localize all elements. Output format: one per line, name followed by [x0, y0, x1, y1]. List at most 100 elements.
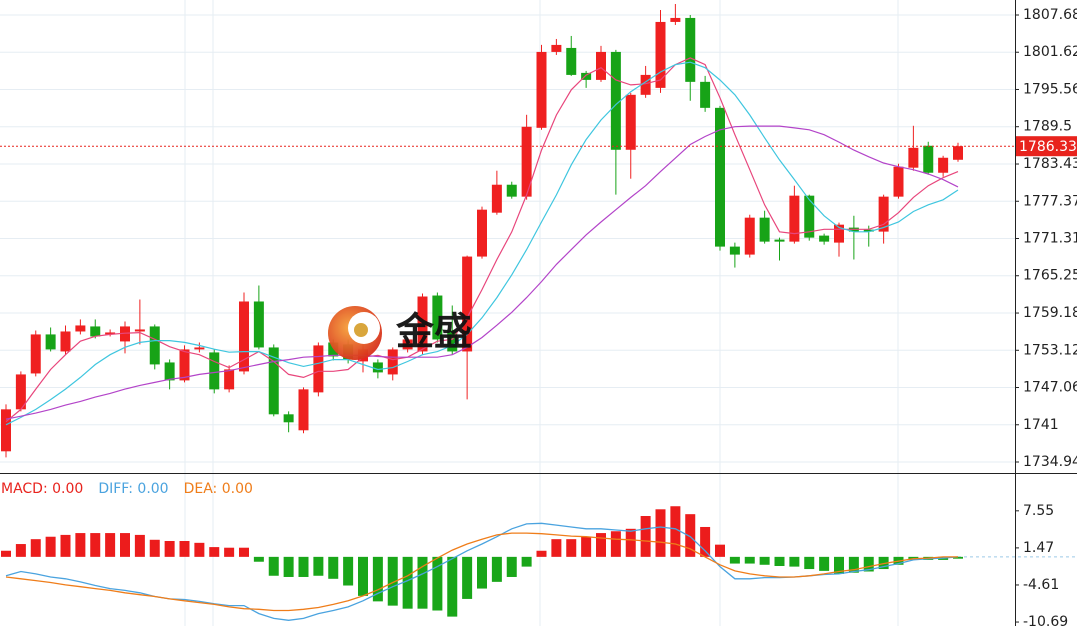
candle-body — [923, 145, 934, 173]
macd-bar — [358, 556, 368, 596]
macd-bar — [239, 547, 249, 557]
y-tick-label: 1777.37 — [1023, 193, 1077, 209]
candle-body — [432, 295, 443, 340]
macd-bar — [149, 539, 160, 557]
candle-body — [15, 374, 26, 410]
macd-bar — [15, 544, 26, 557]
macd-bar — [625, 528, 636, 557]
candle-body — [863, 229, 874, 232]
macd-bar — [417, 556, 428, 609]
candle-body — [670, 17, 681, 22]
macd-bar — [729, 556, 740, 564]
macd-bar — [759, 556, 770, 565]
candle-body — [551, 44, 562, 52]
macd-bar — [744, 556, 755, 564]
y-tick-label: 1741 — [1023, 417, 1059, 433]
legend-entry: DIFF: 0.00 — [98, 481, 168, 497]
candle-body — [120, 326, 130, 342]
y-tick-label: -10.69 — [1023, 614, 1068, 626]
macd-bar — [164, 541, 175, 557]
candle-body — [834, 224, 844, 243]
candle-body — [105, 332, 116, 335]
macd-bar — [819, 556, 830, 571]
candle-body — [566, 47, 577, 75]
candle-body — [164, 362, 175, 381]
y-tick-label: 1765.25 — [1023, 268, 1077, 284]
moving-average-line — [5, 61, 959, 426]
candle-body — [477, 209, 487, 257]
candle-body — [30, 334, 41, 374]
macd-line — [5, 532, 958, 612]
candle-body — [447, 330, 458, 352]
candle-body — [610, 51, 621, 150]
macd-bar — [268, 556, 279, 576]
candle-body — [774, 239, 785, 242]
macd-bar — [372, 556, 383, 602]
candle-body — [491, 184, 502, 213]
macd-bar — [105, 533, 116, 557]
macd-bar — [834, 556, 844, 574]
macd-bar — [789, 556, 800, 567]
candle-body — [759, 217, 770, 242]
macd-bar — [298, 556, 309, 577]
y-tick-label: 1789.5 — [1023, 119, 1072, 135]
macd-bar — [75, 533, 86, 557]
macd-bar — [804, 556, 815, 570]
y-tick-label: 7.55 — [1023, 503, 1054, 519]
y-tick-label: 1734.94 — [1023, 454, 1077, 470]
moving-average-line — [5, 125, 959, 420]
candle-body — [804, 195, 815, 238]
candle-body — [729, 246, 740, 255]
macd-bar — [715, 544, 725, 557]
macd-bar — [45, 536, 56, 557]
macd-bar — [551, 539, 562, 557]
y-tick-label: 1753.12 — [1023, 342, 1077, 358]
y-tick-label: 1801.62 — [1023, 44, 1077, 60]
macd-bar — [462, 556, 473, 599]
candle-body — [209, 352, 220, 390]
candle-body — [268, 347, 279, 415]
macd-bar — [194, 542, 205, 557]
y-tick-label: 1795.56 — [1023, 81, 1077, 97]
macd-bar — [774, 556, 785, 566]
macd-bar — [209, 547, 220, 557]
candle-body — [521, 126, 532, 197]
macd-bar — [402, 556, 413, 609]
candle-body — [328, 342, 339, 357]
candle-body — [313, 345, 324, 393]
candle-body — [372, 362, 383, 373]
watermark-text: 金盛 — [395, 310, 472, 354]
macd-bar — [848, 556, 859, 573]
macd-bar — [521, 556, 532, 567]
legend-entry: MACD: 0.00 — [1, 481, 83, 497]
candle-body — [149, 326, 160, 365]
candle-body — [45, 334, 56, 350]
candle-body — [253, 301, 264, 348]
candle-body — [1, 409, 11, 452]
candle-body — [387, 349, 398, 375]
candle-body — [640, 74, 651, 95]
candle-body — [60, 331, 71, 352]
candle-body — [908, 147, 919, 168]
candle-body — [744, 217, 755, 255]
macd-bar — [179, 541, 190, 557]
macd-bar — [685, 514, 696, 557]
macd-bar — [640, 516, 651, 557]
macd-bar — [596, 533, 606, 557]
candle-body — [402, 339, 413, 350]
macd-bar — [610, 531, 621, 557]
macd-bar — [953, 556, 963, 559]
candle-body — [417, 296, 428, 352]
candle-body — [224, 369, 235, 390]
current-price-box — [1016, 136, 1077, 157]
macd-bar — [328, 556, 339, 579]
macd-bar — [30, 539, 41, 557]
candle-body — [789, 195, 800, 242]
watermark-logo: 金盛 — [328, 306, 472, 360]
y-tick-label: 1747.06 — [1023, 380, 1077, 396]
candle-body — [283, 414, 294, 423]
candle-body — [953, 146, 963, 160]
candle-body — [938, 157, 949, 173]
y-tick-label: 1783.43 — [1023, 156, 1077, 172]
